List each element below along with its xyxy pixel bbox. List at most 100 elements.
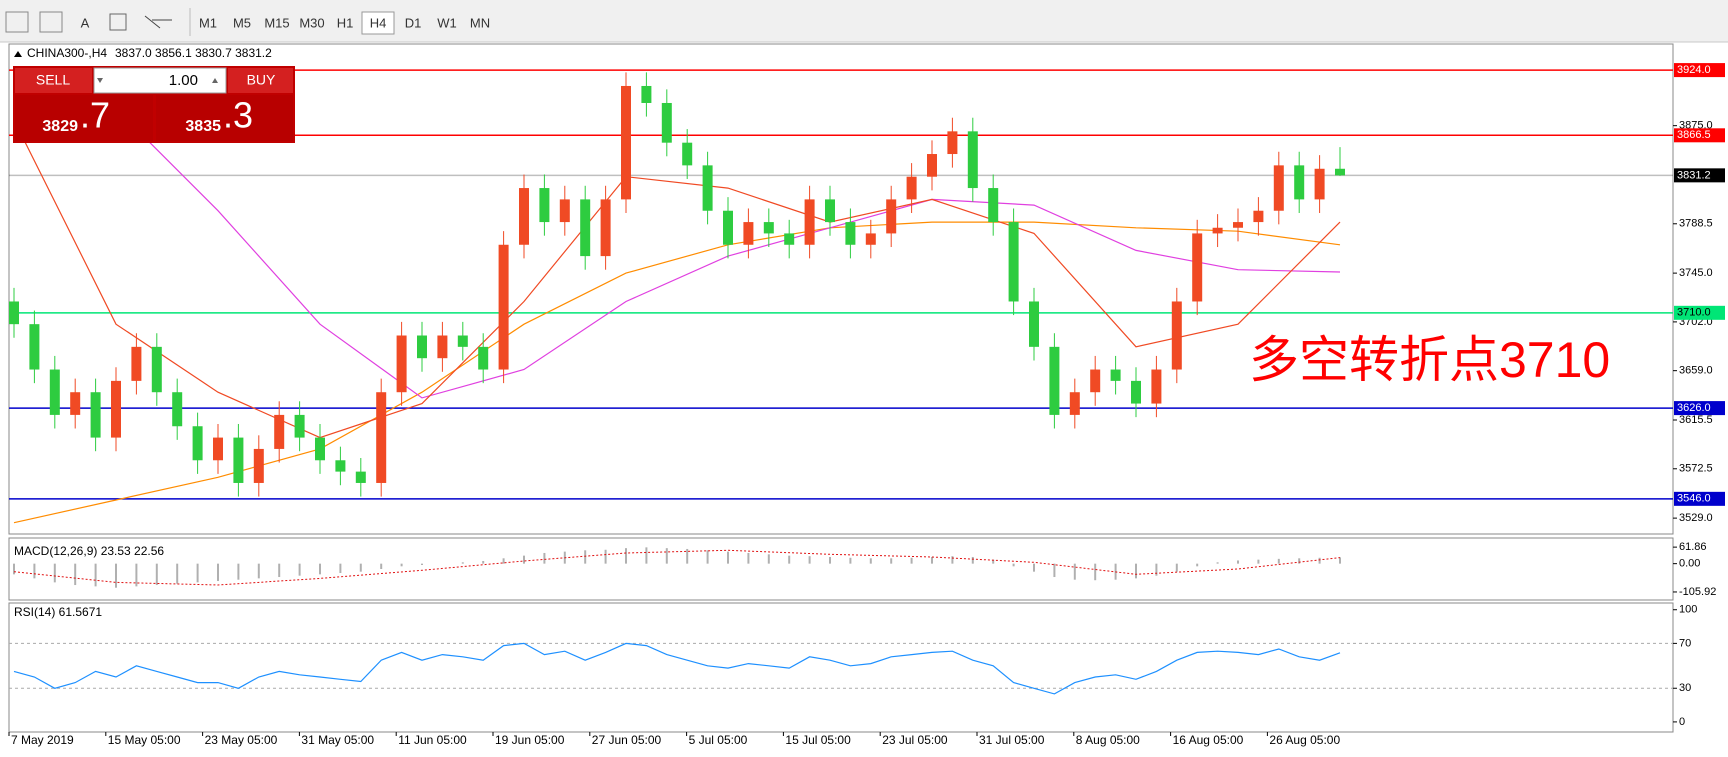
- text-tool[interactable]: A: [81, 15, 90, 30]
- lot-input[interactable]: [93, 67, 227, 94]
- x-tick-label: 15 May 05:00: [108, 733, 181, 747]
- y-tick-label: 0.00: [1679, 558, 1700, 570]
- candle-body: [1233, 222, 1243, 228]
- timeframe[interactable]: M15: [264, 15, 289, 30]
- candle-body: [1294, 165, 1305, 200]
- buy-label[interactable]: BUY: [247, 72, 276, 88]
- timeframe[interactable]: H1: [337, 15, 354, 30]
- candle-body: [886, 199, 897, 234]
- sell-button[interactable]: [15, 68, 92, 93]
- x-tick-label: 23 Jul 05:00: [882, 733, 948, 747]
- x-tick-label: 11 Jun 05:00: [398, 733, 467, 747]
- sell-price-box[interactable]: [15, 95, 153, 141]
- collapse-arrow[interactable]: [14, 51, 22, 57]
- candle-body: [600, 199, 611, 257]
- price-tag-label: 3831.2: [1677, 169, 1711, 181]
- lot-down[interactable]: [97, 78, 103, 83]
- tool-icon[interactable]: [144, 15, 172, 29]
- ask-main: 3835: [185, 118, 221, 135]
- x-tick-label: 16 Aug 05:00: [1173, 733, 1244, 747]
- y-tick-label: -105.92: [1679, 586, 1716, 598]
- annotation: 多空转折点3710: [1249, 332, 1610, 388]
- candle-body: [845, 222, 856, 245]
- candle-body: [1029, 301, 1039, 347]
- candle-body: [478, 346, 489, 370]
- x-tick-label: 15 Jul 05:00: [785, 733, 851, 747]
- y-tick-label: 3659.0: [1679, 365, 1713, 377]
- candle-body: [763, 222, 774, 234]
- sell-label[interactable]: SELL: [36, 72, 70, 88]
- macd-signal: [13, 549, 1341, 586]
- x-tick-label: 31 Jul 05:00: [979, 733, 1045, 747]
- x-tick-label: 8 Aug 05:00: [1076, 733, 1140, 747]
- price-tag: [1674, 305, 1725, 320]
- macd-title: MACD(12,26,9) 23.53 22.56: [14, 544, 164, 558]
- candle-body: [825, 199, 835, 223]
- x-tick-label: 26 Aug 05:00: [1269, 733, 1340, 747]
- y-tick-label: 3875.0: [1679, 120, 1713, 132]
- timeframe[interactable]: M5: [233, 15, 251, 30]
- candle-body: [1192, 233, 1203, 302]
- price-tag-label: 3924.0: [1677, 64, 1711, 76]
- tool-icon[interactable]: [109, 13, 127, 31]
- price-tag-label: 3710.0: [1677, 307, 1711, 319]
- candle-body: [723, 210, 733, 245]
- price-tag-label: 3626.0: [1677, 402, 1711, 414]
- timeframe-active[interactable]: [361, 11, 395, 35]
- candle-body: [1049, 346, 1060, 415]
- candle-body: [70, 392, 81, 415]
- lot-value[interactable]: 1.00: [169, 72, 198, 89]
- toolbar-bg: [0, 0, 1728, 42]
- y-tick-label: 3788.5: [1679, 218, 1713, 230]
- timeframe[interactable]: W1: [437, 15, 457, 30]
- candle-body: [192, 426, 203, 461]
- rsi-title: RSI(14) 61.5671: [14, 605, 102, 619]
- y-tick-label: 3615.5: [1679, 414, 1713, 426]
- lot-up[interactable]: [212, 78, 218, 83]
- candle-body: [967, 131, 978, 189]
- bid-frac: .7: [80, 95, 110, 136]
- candle-body: [213, 437, 223, 461]
- candle-body: [151, 346, 162, 393]
- timeframe[interactable]: H4: [370, 15, 387, 30]
- timeframe[interactable]: D1: [405, 15, 422, 30]
- candle-body: [111, 380, 121, 438]
- bid-main: 3829: [42, 118, 78, 135]
- candle-body: [1273, 165, 1284, 211]
- buy-price-box[interactable]: [156, 95, 293, 141]
- candle-body: [1110, 369, 1121, 381]
- candle-body: [1131, 380, 1141, 404]
- tool-icon[interactable]: [39, 11, 63, 33]
- toolbar: A: [5, 8, 191, 36]
- candle-body: [1253, 210, 1264, 223]
- candle-body: [519, 188, 529, 245]
- timeframe[interactable]: M1: [199, 15, 217, 30]
- candle-body: [947, 131, 958, 155]
- y-tick-label: 0: [1679, 716, 1685, 728]
- buy-button[interactable]: [228, 68, 293, 93]
- candle-body: [49, 369, 60, 415]
- price-tag: [1674, 63, 1725, 78]
- candle-body: [9, 301, 19, 325]
- tool-icon[interactable]: [5, 11, 29, 33]
- candle-body: [641, 85, 652, 103]
- candle-body: [1151, 369, 1162, 404]
- candle-body: [784, 233, 795, 245]
- candle-body: [1212, 227, 1223, 234]
- y-tick-label: 30: [1679, 682, 1691, 694]
- x-tick-label: 31 May 05:00: [301, 733, 374, 747]
- y-tick-label: 61.86: [1679, 541, 1707, 553]
- candle-body: [172, 392, 183, 427]
- price-tag: [1674, 168, 1725, 183]
- candle-body: [743, 222, 754, 245]
- candle-body: [702, 165, 713, 211]
- price-tag: [1674, 128, 1725, 143]
- timeframe[interactable]: MN: [470, 15, 490, 30]
- candle-body: [90, 392, 101, 438]
- candle-body: [437, 335, 448, 359]
- candle-body: [396, 335, 407, 393]
- x-tick-label: 27 Jun 05:00: [592, 733, 662, 747]
- rsi-line: [13, 642, 1341, 695]
- x-tick-label: 23 May 05:00: [205, 733, 278, 747]
- timeframe[interactable]: M30: [299, 15, 324, 30]
